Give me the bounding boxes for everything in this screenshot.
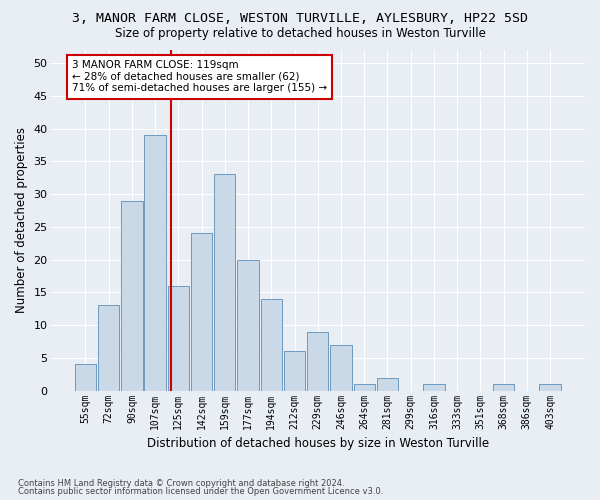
Bar xyxy=(75,364,96,390)
Text: Contains public sector information licensed under the Open Government Licence v3: Contains public sector information licen… xyxy=(18,487,383,496)
Bar xyxy=(214,174,235,390)
Text: 3 MANOR FARM CLOSE: 119sqm
← 28% of detached houses are smaller (62)
71% of semi: 3 MANOR FARM CLOSE: 119sqm ← 28% of deta… xyxy=(72,60,327,94)
Bar xyxy=(330,345,352,391)
X-axis label: Distribution of detached houses by size in Weston Turville: Distribution of detached houses by size … xyxy=(146,437,489,450)
Bar xyxy=(260,299,282,390)
Y-axis label: Number of detached properties: Number of detached properties xyxy=(15,128,28,314)
Bar xyxy=(191,234,212,390)
Bar xyxy=(121,200,143,390)
Bar xyxy=(98,306,119,390)
Bar xyxy=(539,384,561,390)
Bar xyxy=(238,260,259,390)
Bar xyxy=(377,378,398,390)
Bar xyxy=(145,135,166,390)
Text: Size of property relative to detached houses in Weston Turville: Size of property relative to detached ho… xyxy=(115,28,485,40)
Bar xyxy=(423,384,445,390)
Bar xyxy=(284,352,305,391)
Bar xyxy=(307,332,328,390)
Text: Contains HM Land Registry data © Crown copyright and database right 2024.: Contains HM Land Registry data © Crown c… xyxy=(18,478,344,488)
Text: 3, MANOR FARM CLOSE, WESTON TURVILLE, AYLESBURY, HP22 5SD: 3, MANOR FARM CLOSE, WESTON TURVILLE, AY… xyxy=(72,12,528,26)
Bar xyxy=(493,384,514,390)
Bar xyxy=(353,384,375,390)
Bar xyxy=(167,286,189,391)
